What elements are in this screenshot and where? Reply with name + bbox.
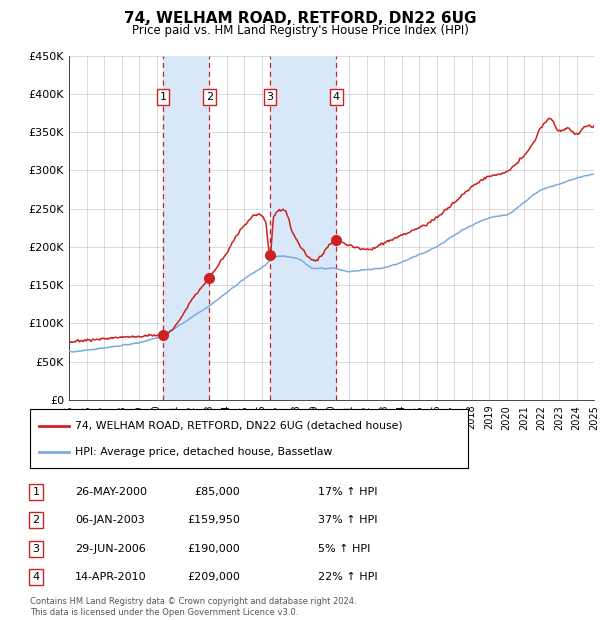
Text: 74, WELHAM ROAD, RETFORD, DN22 6UG (detached house): 74, WELHAM ROAD, RETFORD, DN22 6UG (deta… [75,421,403,431]
Text: £190,000: £190,000 [187,544,240,554]
Text: 4: 4 [32,572,40,582]
Text: Price paid vs. HM Land Registry's House Price Index (HPI): Price paid vs. HM Land Registry's House … [131,24,469,37]
Text: £159,950: £159,950 [187,515,240,525]
Text: 1: 1 [160,92,167,102]
Bar [163,56,209,400]
Text: 4: 4 [333,92,340,102]
Text: 06-JAN-2003: 06-JAN-2003 [75,515,145,525]
Bar [270,56,337,400]
Text: £85,000: £85,000 [194,487,240,497]
Text: 2: 2 [32,515,40,525]
Text: 2: 2 [206,92,213,102]
Text: Contains HM Land Registry data © Crown copyright and database right 2024.
This d: Contains HM Land Registry data © Crown c… [30,598,356,617]
Text: 14-APR-2010: 14-APR-2010 [75,572,146,582]
Text: 74, WELHAM ROAD, RETFORD, DN22 6UG: 74, WELHAM ROAD, RETFORD, DN22 6UG [124,11,476,25]
Text: 1: 1 [32,487,40,497]
Text: 29-JUN-2006: 29-JUN-2006 [75,544,146,554]
Text: 37% ↑ HPI: 37% ↑ HPI [318,515,377,525]
Text: £209,000: £209,000 [187,572,240,582]
Text: 17% ↑ HPI: 17% ↑ HPI [318,487,377,497]
Text: 3: 3 [266,92,274,102]
Text: 26-MAY-2000: 26-MAY-2000 [75,487,147,497]
Text: 5% ↑ HPI: 5% ↑ HPI [318,544,370,554]
Text: 22% ↑ HPI: 22% ↑ HPI [318,572,377,582]
Text: 3: 3 [32,544,40,554]
Text: HPI: Average price, detached house, Bassetlaw: HPI: Average price, detached house, Bass… [75,446,332,456]
